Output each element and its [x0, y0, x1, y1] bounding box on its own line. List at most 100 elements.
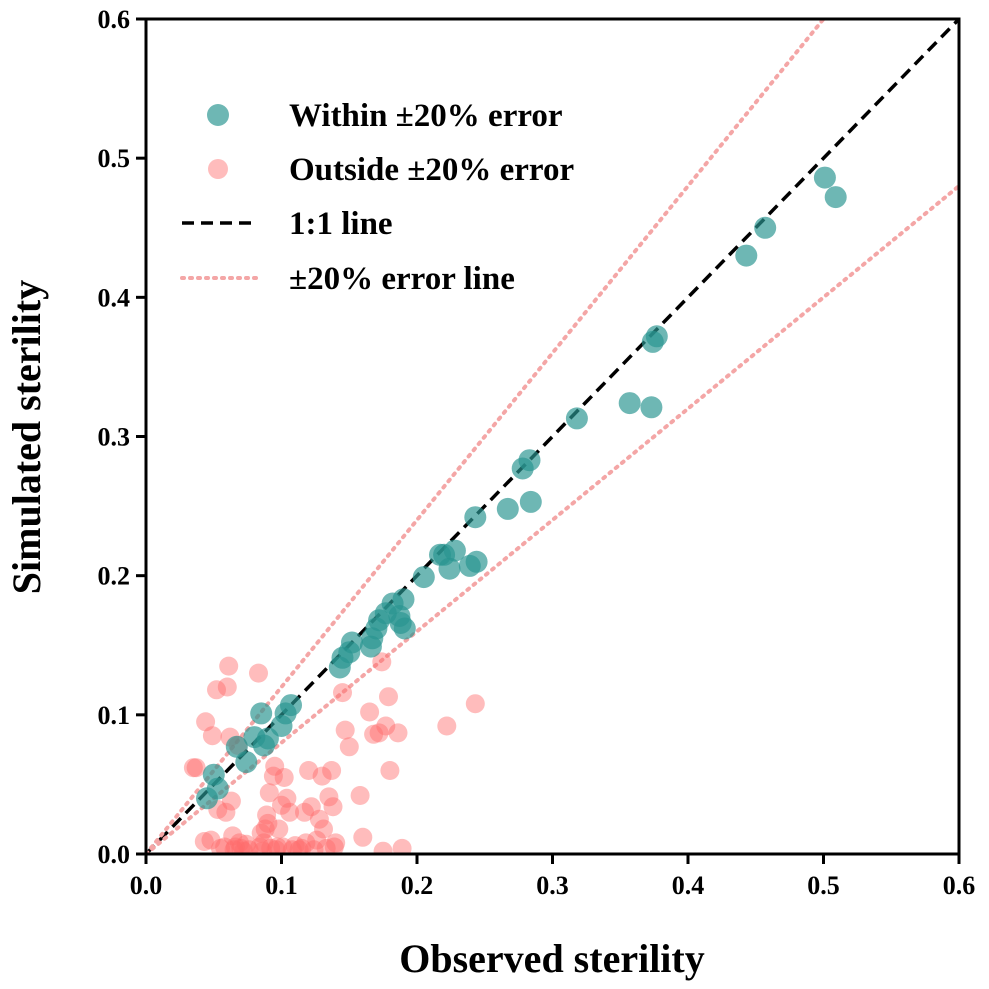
outside-point-78	[437, 716, 457, 736]
legend-label-2: 1:1 line	[289, 206, 393, 242]
outside-point-48	[295, 802, 314, 822]
outside-point-11	[217, 677, 237, 697]
within-point-44	[754, 216, 777, 239]
y-tick-label-1: 0.1	[98, 701, 131, 730]
outside-point-66	[350, 786, 370, 805]
outside-point-75	[380, 761, 400, 780]
outside-point-37	[267, 837, 287, 854]
y-tick-label-4: 0.4	[98, 283, 131, 312]
outside-point-72	[373, 841, 393, 854]
data-points	[183, 166, 847, 854]
y-tick-label-0: 0.0	[98, 840, 131, 869]
outside-point-79	[465, 694, 485, 714]
outside-point-77	[392, 838, 412, 854]
within-point-38	[565, 407, 588, 430]
within-point-43	[735, 244, 758, 267]
outside-point-70	[369, 723, 389, 743]
within-point-24	[392, 588, 415, 611]
outside-point-27	[253, 841, 272, 854]
outside-point-67	[353, 827, 373, 847]
outside-point-39	[272, 795, 291, 815]
y-tick-label-6: 0.6	[98, 5, 131, 34]
x-tick-label-5: 0.5	[807, 871, 840, 900]
outside-point-73	[376, 716, 396, 736]
outside-point-63	[333, 683, 352, 703]
outside-point-0	[183, 758, 203, 778]
within-point-42	[645, 325, 668, 348]
outside-point-6	[207, 680, 226, 700]
outside-point-30	[257, 805, 277, 825]
y-tick-label-2: 0.2	[98, 562, 131, 591]
within-point-6	[250, 702, 273, 725]
outside-point-51	[301, 797, 321, 817]
y-axis: 0.0 0.1 0.2 0.3 0.4 0.5 0.6	[98, 5, 146, 869]
within-point-30	[443, 539, 466, 562]
outside-point-15	[223, 826, 243, 846]
legend-label-1: Outside ±20% error	[289, 152, 574, 188]
outside-point-26	[251, 823, 271, 843]
outside-point-47	[292, 838, 312, 854]
outside-point-17	[225, 837, 245, 854]
outside-point-35	[265, 756, 285, 776]
outside-point-36	[266, 840, 286, 854]
outside-point-25	[250, 837, 270, 854]
outside-point-19	[230, 833, 249, 853]
x-tick-label-2: 0.2	[401, 871, 434, 900]
within-point-45	[813, 166, 836, 189]
outside-point-31	[258, 813, 278, 833]
x-tick-label-6: 0.6	[943, 871, 976, 900]
outside-point-1	[186, 758, 206, 778]
outside-point-33	[261, 838, 281, 854]
outside-point-10	[216, 802, 236, 822]
y-tick-label-5: 0.5	[98, 144, 131, 173]
legend-label-0: Within ±20% error	[289, 98, 563, 134]
outside-point-14	[221, 791, 241, 811]
within-point-34	[496, 497, 519, 520]
outside-point-28	[254, 833, 274, 853]
x-axis: 0.0 0.1 0.2 0.3 0.4 0.5 0.6	[130, 854, 976, 900]
outside-point-60	[323, 797, 343, 817]
within-point-39	[618, 392, 641, 415]
x-tick-label-1: 0.1	[265, 871, 298, 900]
outside-point-12	[219, 656, 239, 676]
outside-point-49	[296, 833, 316, 853]
outside-point-4	[201, 830, 221, 850]
outside-point-45	[285, 836, 305, 854]
outside-point-65	[339, 737, 359, 757]
outside-point-9	[215, 837, 235, 854]
outside-point-5	[202, 726, 222, 746]
outside-point-42	[277, 788, 297, 808]
outside-point-76	[388, 723, 408, 743]
outside-point-71	[372, 652, 392, 672]
within-point-4	[235, 751, 258, 774]
outside-point-74	[379, 687, 398, 707]
outside-point-53	[307, 830, 327, 850]
outside-point-21	[234, 841, 254, 854]
within-point-37	[519, 490, 542, 513]
x-tick-label-4: 0.4	[672, 871, 705, 900]
outside-point-24	[249, 663, 268, 683]
outside-point-55	[312, 766, 332, 786]
x-tick-label-0: 0.0	[130, 871, 163, 900]
outside-point-41	[274, 768, 294, 787]
y-tick-label-3: 0.3	[98, 423, 131, 452]
within-point-33	[465, 550, 488, 573]
within-point-11	[280, 694, 302, 717]
outside-point-8	[211, 838, 230, 854]
within-point-15	[341, 631, 363, 654]
within-point-29	[438, 557, 461, 580]
outside-point-58	[319, 787, 339, 807]
outside-point-64	[335, 720, 355, 740]
outside-point-69	[364, 724, 384, 744]
within-point-26	[412, 566, 435, 589]
y-axis-title: Simulated sterility	[4, 280, 49, 594]
error-line-1	[146, 19, 827, 854]
outside-point-50	[299, 761, 319, 780]
x-axis-title: Observed sterility	[399, 936, 705, 981]
outside-point-54	[309, 809, 329, 829]
outside-point-43	[280, 802, 300, 822]
outside-point-38	[269, 819, 289, 839]
within-point-36	[518, 449, 541, 472]
outside-point-61	[324, 837, 344, 854]
outside-point-29	[255, 819, 275, 839]
